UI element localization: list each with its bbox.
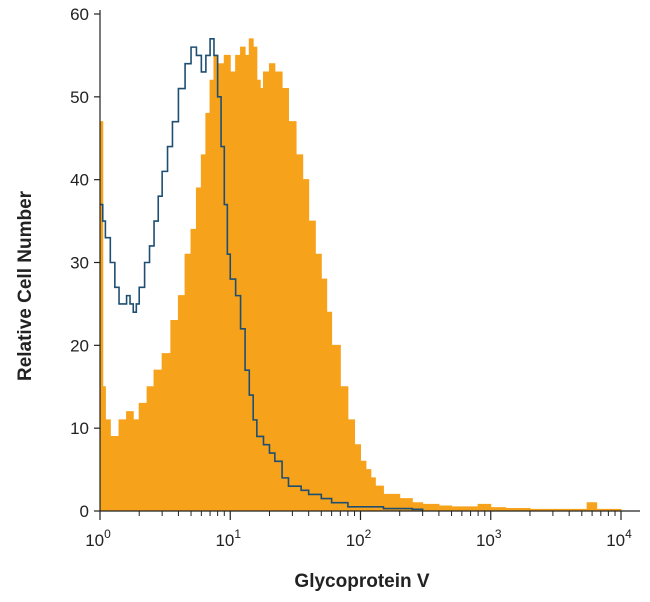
control-histogram bbox=[100, 38, 424, 511]
y-axis-title: Relative Cell Number bbox=[15, 190, 36, 381]
y-tick-label: 60 bbox=[70, 5, 89, 24]
x-axis-title: Glycoprotein V bbox=[294, 571, 429, 592]
x-tick-label: 103 bbox=[476, 527, 502, 550]
sample-histogram bbox=[99, 38, 622, 512]
y-tick-label: 20 bbox=[70, 336, 89, 355]
y-tick-label: 50 bbox=[70, 88, 89, 107]
y-tick-label: 0 bbox=[80, 502, 89, 521]
y-tick-label: 10 bbox=[70, 419, 89, 438]
x-tick-label: 102 bbox=[346, 527, 372, 550]
y-tick-label: 40 bbox=[70, 171, 89, 190]
plot-area bbox=[99, 38, 622, 512]
x-tick-label: 100 bbox=[85, 527, 111, 550]
y-tick-label: 30 bbox=[70, 254, 89, 273]
axes: 0 10 20 30 40 50 60 100 101 102 103 104 bbox=[70, 5, 640, 550]
x-tick-label: 101 bbox=[215, 527, 241, 550]
x-tick-label: 104 bbox=[606, 527, 632, 550]
